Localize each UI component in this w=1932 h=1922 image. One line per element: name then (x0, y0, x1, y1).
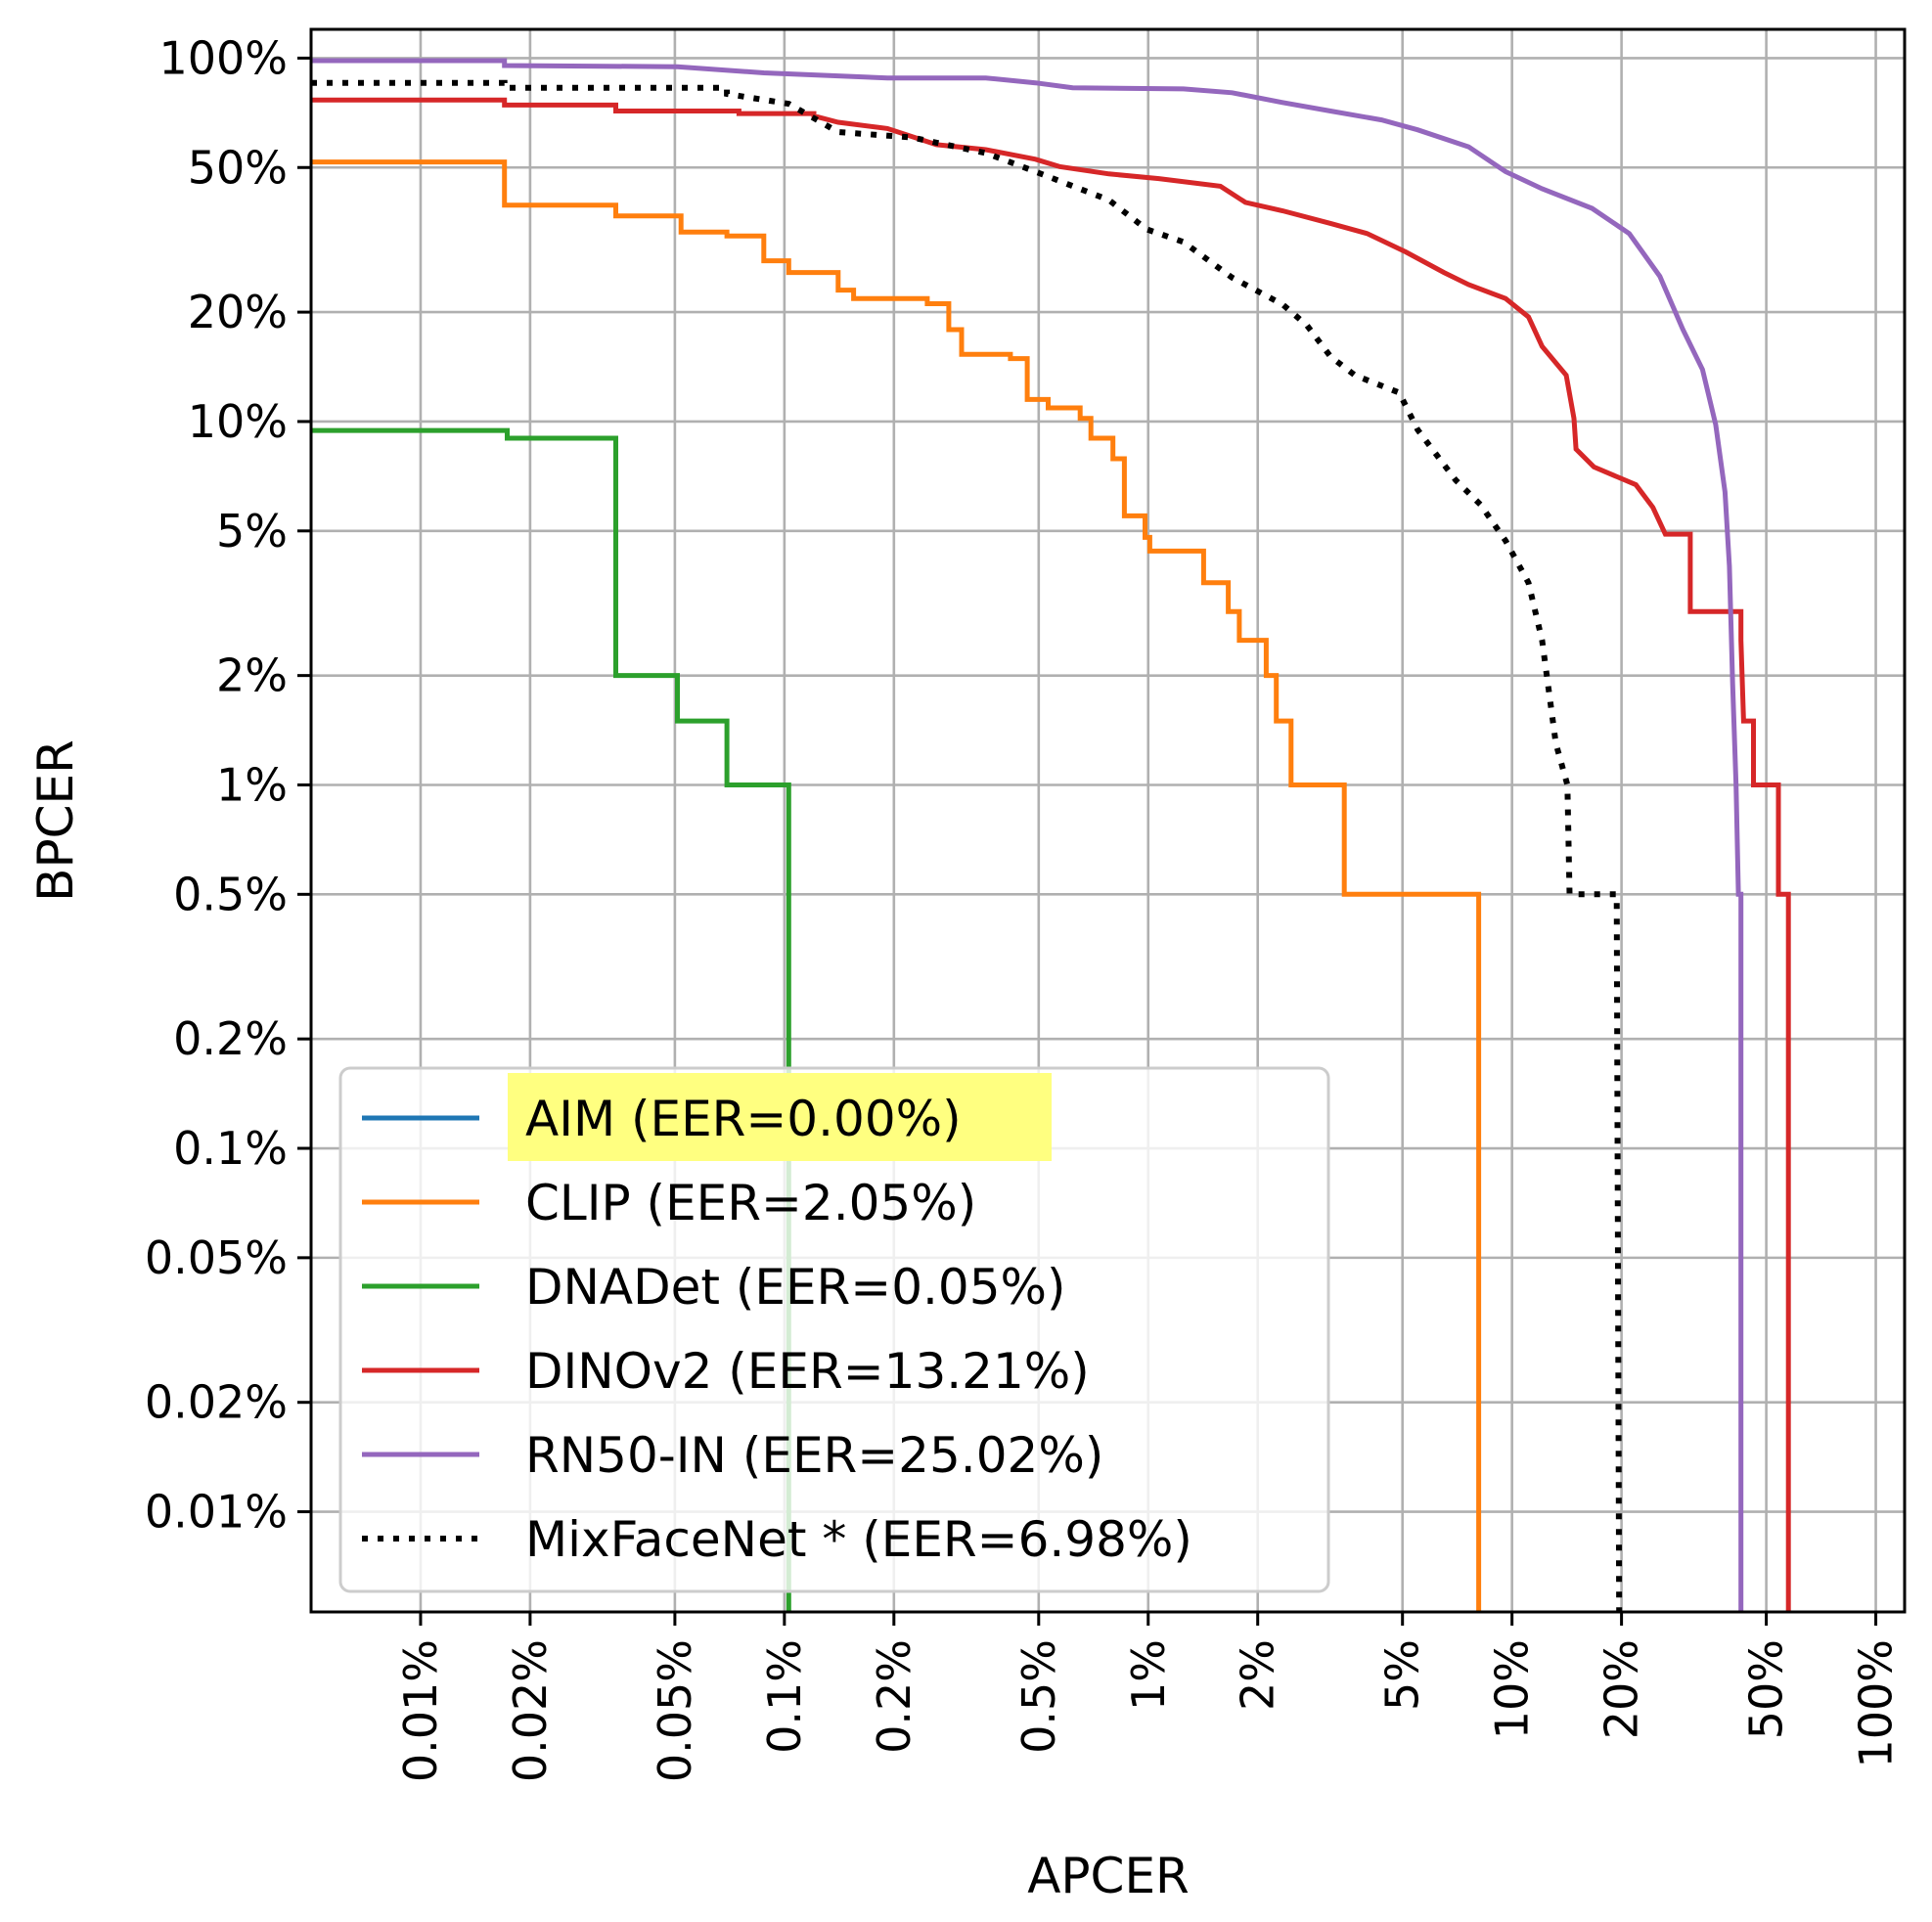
x-tick-label: 0.01% (394, 1639, 447, 1782)
x-tick-label: 0.02% (504, 1639, 557, 1782)
series-line-dinov2 (311, 97, 1791, 1612)
series-line-mixfacenet (311, 79, 1623, 1612)
legend-label-mixfacenet: MixFaceNet * (EER=6.98%) (525, 1511, 1192, 1568)
y-tick-label: 100% (158, 31, 288, 84)
x-tick-label: 0.1% (758, 1639, 811, 1754)
y-tick-label: 20% (188, 286, 288, 338)
y-tick-label: 0.01% (145, 1486, 288, 1539)
y-tick-label: 50% (188, 141, 288, 194)
legend-label-clip: CLIP (EER=2.05%) (525, 1175, 976, 1231)
series-layer (311, 58, 1791, 1612)
x-gridlines (419, 29, 1877, 1612)
x-tick-label: 0.5% (1012, 1639, 1065, 1754)
axes-frame (309, 27, 1907, 1614)
y-tick-label: 1% (216, 758, 288, 811)
y-tick-label: 0.1% (173, 1122, 288, 1175)
x-tick-label: 20% (1595, 1639, 1648, 1739)
x-tick-label: 0.05% (649, 1639, 701, 1782)
series-line-rn50-in (311, 58, 1744, 1612)
x-tick-label: 2% (1232, 1639, 1284, 1711)
x-tick-label: 5% (1376, 1639, 1429, 1711)
y-tick-label: 0.2% (173, 1012, 288, 1065)
legend-label-dnadet: DNADet (EER=0.05%) (525, 1259, 1066, 1316)
y-tick-label: 0.02% (145, 1376, 288, 1429)
y-axis-label: BPCER (27, 739, 84, 902)
legend: AIM (EER=0.00%) CLIP (EER=2.05%) DNADet (E… (338, 1066, 1330, 1593)
x-tick-label: 50% (1740, 1639, 1793, 1739)
legend-highlight-aim (508, 1073, 1052, 1161)
series-line-clip (311, 159, 1482, 1612)
legend-frame (338, 1066, 1330, 1593)
x-tick-label: 1% (1122, 1639, 1175, 1711)
legend-label-aim: AIM (EER=0.00%) (525, 1091, 962, 1147)
y-tick-label: 10% (188, 395, 288, 448)
x-tick-label: 100% (1850, 1639, 1903, 1768)
series-line-dnadet (311, 427, 791, 1612)
legend-label-dinov2: DINOv2 (EER=13.21%) (525, 1343, 1090, 1400)
x-axis-label: APCER (1027, 1848, 1190, 1904)
y-tick-label: 2% (216, 649, 288, 702)
x-tick-label: 10% (1486, 1639, 1539, 1739)
y-tick-label: 0.05% (145, 1231, 288, 1284)
legend-label-rn50-in: RN50-IN (EER=25.02%) (525, 1427, 1103, 1484)
y-tick-label: 0.5% (173, 868, 288, 920)
y-axis-ticks: 100% 50% 20% 10% 5% 2% 1% 0.5% 0.2% 0.1% 0.05% 0.02… (145, 31, 311, 1539)
x-axis-ticks: 0.01% 0.02% 0.05% 0.1% 0.2% 0.5% 1% 2% 5% 10% 20% 5… (394, 1612, 1903, 1782)
y-tick-label: 5% (216, 505, 288, 558)
x-tick-label: 0.2% (868, 1639, 921, 1754)
